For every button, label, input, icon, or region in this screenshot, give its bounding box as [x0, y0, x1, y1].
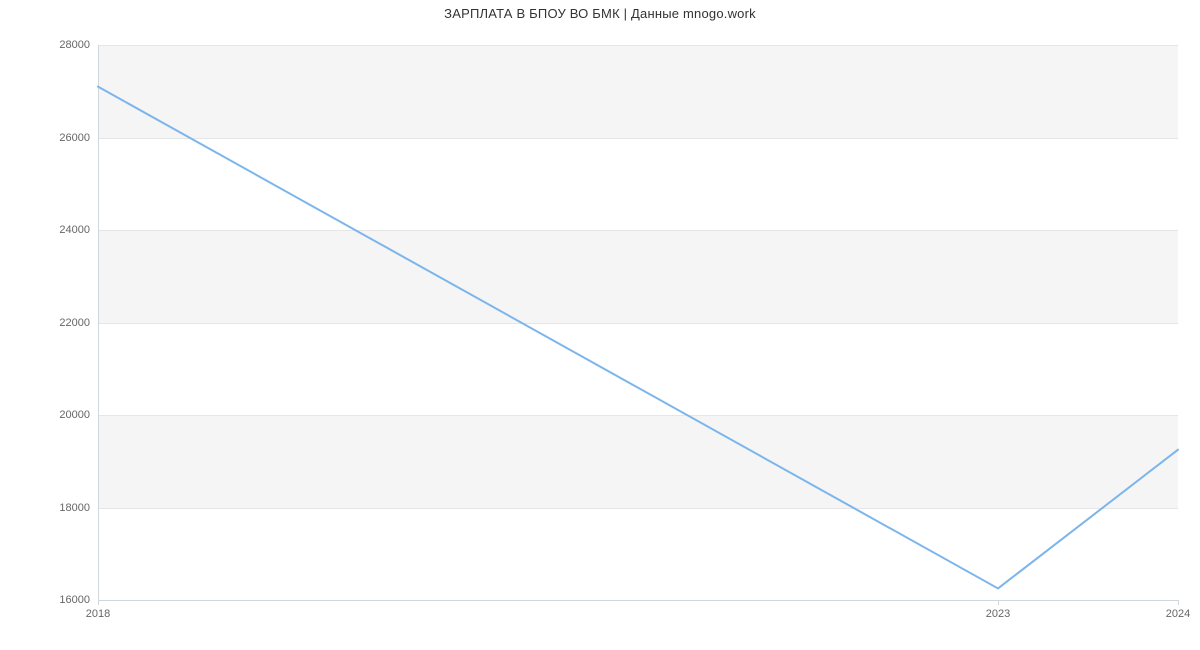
line-layer — [98, 45, 1178, 600]
chart-title: ЗАРПЛАТА В БПОУ ВО БМК | Данные mnogo.wo… — [0, 6, 1200, 21]
y-tick-label: 26000 — [59, 132, 98, 144]
salary-chart: ЗАРПЛАТА В БПОУ ВО БМК | Данные mnogo.wo… — [0, 0, 1200, 650]
series-line-salary — [98, 87, 1178, 589]
plot-area: 1600018000200002200024000260002800020182… — [98, 45, 1178, 600]
y-tick-label: 24000 — [59, 224, 98, 236]
x-tick-label: 2023 — [986, 600, 1010, 620]
x-axis-line — [98, 600, 1178, 601]
x-tick-label: 2024 — [1166, 600, 1190, 620]
y-tick-label: 22000 — [59, 317, 98, 329]
y-tick-label: 18000 — [59, 502, 98, 514]
y-tick-label: 28000 — [59, 39, 98, 51]
y-tick-label: 20000 — [59, 409, 98, 421]
x-tick-label: 2018 — [86, 600, 110, 620]
